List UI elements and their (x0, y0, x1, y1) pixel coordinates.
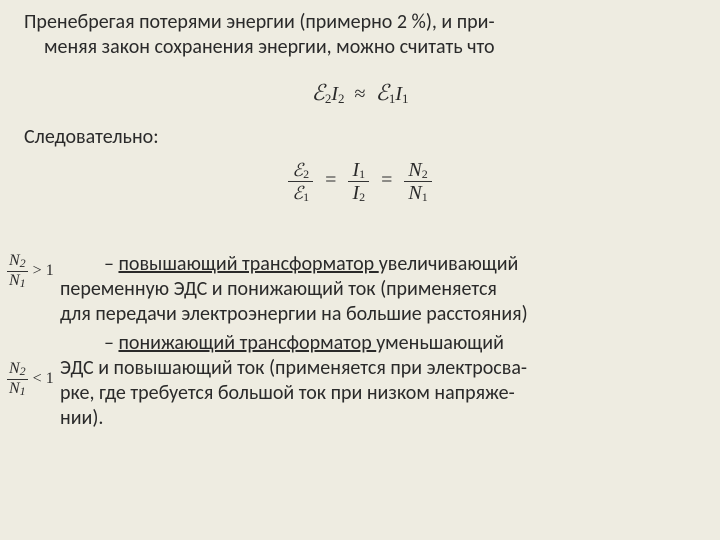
paragraph-therefore: Следовательно: (24, 125, 696, 149)
stepdown-definition: – понижающий трансформатор уменьшающий Э… (60, 331, 696, 431)
frac-emf: ℰ2 ℰ1 (288, 159, 313, 204)
slide-content: Пренебрегая потерями энергии (примерно 2… (0, 0, 720, 431)
frac-turns: N2 N1 (404, 159, 431, 204)
ratio-stepup: N2 N1 > 1 (4, 252, 54, 289)
equation-ratios: ℰ2 ℰ1 = I1 I2 = N2 N1 (24, 159, 696, 204)
intro-line1: Пренебрегая потерями энергии (примерно 2… (24, 10, 495, 34)
ratio-stepdown: N2 N1 < 1 (4, 360, 54, 397)
frac-current: I1 I2 (348, 159, 369, 204)
term-stepup: повышающий трансформатор (118, 252, 378, 276)
paragraph-intro: Пренебрегая потерями энергии (примерно 2… (24, 10, 696, 60)
intro-line2: меняя закон сохранения энергии, можно сч… (24, 35, 495, 59)
stepup-definition: – повышающий трансформатор увеличивающий… (60, 252, 696, 327)
equation-energy: ℰ2I2 ≈ ℰ1I1 (24, 80, 696, 107)
term-stepdown: понижающий трансформатор (118, 331, 376, 355)
transformer-definitions: N2 N1 > 1 N2 N1 < 1 – повышающий трансфо… (24, 252, 696, 431)
